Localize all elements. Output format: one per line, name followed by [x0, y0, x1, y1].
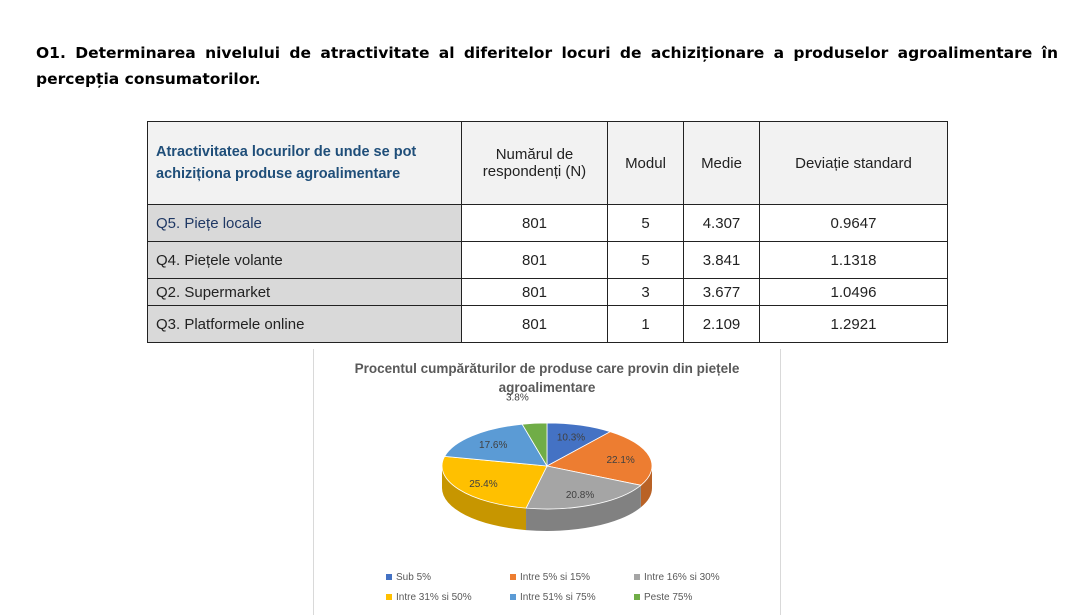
- pie-data-label: 25.4%: [469, 479, 497, 490]
- section-heading: O1. Determinarea nivelului de atractivit…: [36, 44, 1058, 88]
- legend-item: Intre 5% si 15%: [510, 572, 590, 583]
- legend-item: Intre 16% si 30%: [634, 572, 720, 583]
- pie-slice: [545, 431, 653, 486]
- legend-swatch: [386, 574, 392, 580]
- legend-swatch: [510, 594, 516, 600]
- pie-slice-side: [526, 485, 641, 531]
- legend-label: Sub 5%: [396, 572, 432, 583]
- cell-respondents: 801: [461, 204, 608, 242]
- header-std-dev: Deviație standard: [759, 121, 948, 205]
- row-label: Q5. Piețe locale: [147, 204, 462, 242]
- attractiveness-table: Atractivitatea locurilor de unde se pot …: [147, 121, 948, 343]
- cell-mean: 3.841: [683, 241, 760, 279]
- legend-label: Intre 5% si 15%: [520, 572, 591, 583]
- legend-label: Peste 75%: [644, 592, 693, 603]
- header-respondents: Numărul de respondenți (N): [461, 121, 608, 205]
- cell-respondents: 801: [461, 241, 608, 279]
- header-mode: Modul: [607, 121, 684, 205]
- pie-slice-side: [442, 466, 527, 531]
- cell-mode: 5: [607, 241, 684, 279]
- table-row: Q5. Piețe locale 801 5 4.307 0.9647: [147, 204, 948, 242]
- cell-std-dev: 1.2921: [759, 305, 948, 343]
- cell-mean: 3.677: [683, 278, 760, 306]
- pie-data-label: 20.8%: [566, 490, 594, 501]
- pie-chart-panel: Procentul cumpărăturilor de produse care…: [313, 349, 781, 615]
- pie-data-label: 3.8%: [506, 393, 529, 404]
- pie-data-label: 22.1%: [606, 455, 634, 466]
- header-mean: Medie: [683, 121, 760, 205]
- cell-mode: 1: [607, 305, 684, 343]
- legend-swatch: [386, 594, 392, 600]
- cell-std-dev: 0.9647: [759, 204, 948, 242]
- cell-mean: 2.109: [683, 305, 760, 343]
- row-label: Q4. Piețele volante: [147, 241, 462, 279]
- chart-title: Procentul cumpărăturilor de produse care…: [354, 361, 740, 395]
- pie-chart: 10.3% 22.1% 20.8% 25.4% 17.6% 3.8%: [441, 393, 653, 531]
- legend-item: Sub 5%: [386, 572, 431, 583]
- table-row: Q4. Piețele volante 801 5 3.841 1.1318: [147, 241, 948, 279]
- legend-item: Intre 31% si 50%: [386, 592, 472, 603]
- table-header-row: Atractivitatea locurilor de unde se pot …: [147, 121, 948, 205]
- legend-item: Peste 75%: [634, 592, 692, 603]
- pie-slice: [521, 422, 548, 468]
- pie-slice: [441, 455, 548, 509]
- table-row: Q2. Supermarket 801 3 3.677 1.0496: [147, 278, 948, 306]
- legend-label: Intre 51% si 75%: [520, 592, 596, 603]
- cell-mode: 5: [607, 204, 684, 242]
- pie-slice: [444, 423, 548, 467]
- cell-std-dev: 1.1318: [759, 241, 948, 279]
- row-label: Q3. Platformele online: [147, 305, 462, 343]
- cell-mode: 3: [607, 278, 684, 306]
- row-label: Q2. Supermarket: [147, 278, 462, 306]
- cell-respondents: 801: [461, 278, 608, 306]
- legend-swatch: [634, 594, 640, 600]
- pie-slice: [525, 465, 642, 510]
- pie-data-label: 10.3%: [557, 433, 585, 444]
- legend-label: Intre 16% si 30%: [644, 572, 720, 583]
- legend-swatch: [634, 574, 640, 580]
- cell-mean: 4.307: [683, 204, 760, 242]
- legend-label: Intre 31% si 50%: [396, 592, 472, 603]
- header-location: Atractivitatea locurilor de unde se pot …: [147, 121, 462, 205]
- legend-swatch: [510, 574, 516, 580]
- table-row: Q3. Platformele online 801 1 2.109 1.292…: [147, 305, 948, 343]
- cell-std-dev: 1.0496: [759, 278, 948, 306]
- pie-data-label: 17.6%: [479, 440, 507, 451]
- legend-item: Intre 51% si 75%: [510, 592, 596, 603]
- cell-respondents: 801: [461, 305, 608, 343]
